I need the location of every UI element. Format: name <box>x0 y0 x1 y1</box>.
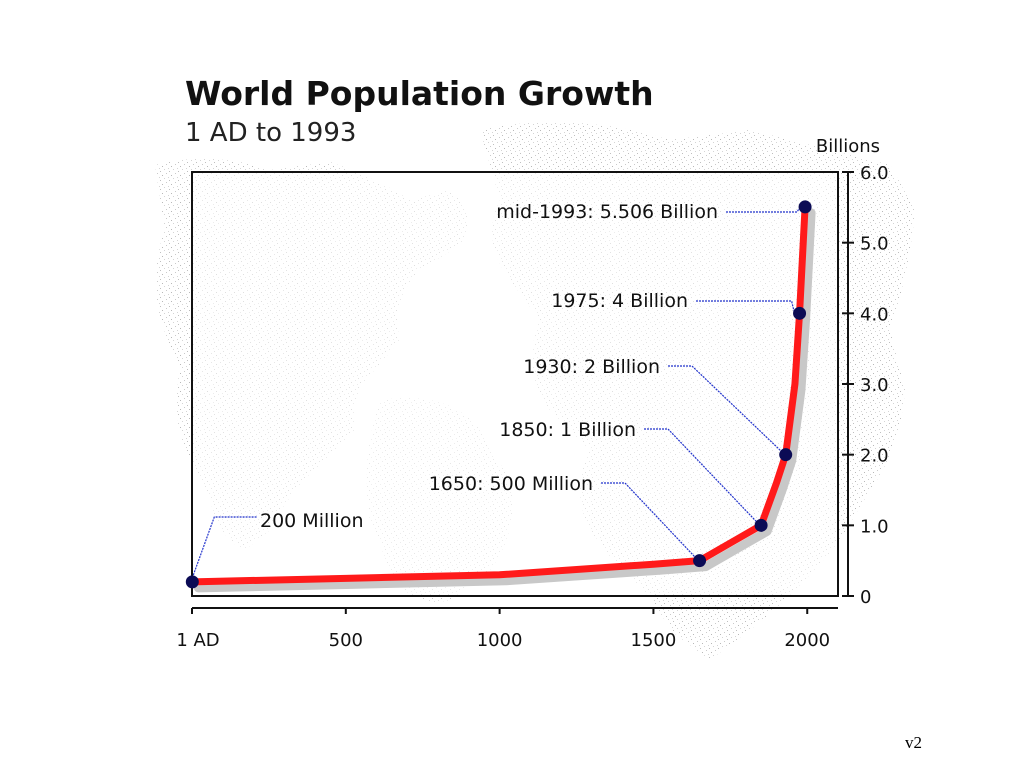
y-tick-label: 5.0 <box>860 234 889 255</box>
annotation-label: mid-1993: 5.506 Billion <box>496 201 718 223</box>
plot-frame <box>191 171 839 597</box>
x-tick-label: 500 <box>329 630 363 651</box>
chart-figure: World Population Growth 1 AD to 1993 200… <box>150 70 920 670</box>
data-point-marker <box>185 575 199 589</box>
y-tick-label: 0 <box>860 587 871 608</box>
series-shadow <box>193 208 816 593</box>
chart-subtitle: 1 AD to 1993 <box>185 118 357 148</box>
data-point-marker <box>693 554 707 568</box>
annotation-leader <box>696 300 796 314</box>
annotation-label: 1650: 500 Million <box>429 473 593 495</box>
annotation-leader <box>668 365 783 453</box>
y-tick-label: 2.0 <box>860 446 889 467</box>
y-tick-label: 3.0 <box>860 375 889 396</box>
data-point-marker <box>798 200 812 214</box>
x-tick-label: 1 AD <box>176 630 219 651</box>
annotation-leader <box>644 428 758 523</box>
y-tick-label: 1.0 <box>860 516 889 537</box>
chart-title: World Population Growth <box>185 74 654 113</box>
version-label: v2 <box>905 733 922 752</box>
annotation-label: 1975: 4 Billion <box>551 290 688 312</box>
x-tick-label: 2000 <box>784 630 830 651</box>
y-axis-label: Billions <box>816 136 880 157</box>
y-tick-label: 6.0 <box>860 163 889 184</box>
data-point-marker <box>793 306 807 320</box>
annotation-leader <box>191 516 257 579</box>
data-point-marker <box>754 518 768 532</box>
series-line <box>188 203 809 586</box>
x-tick-label: 1500 <box>631 630 677 651</box>
y-tick-label: 4.0 <box>860 304 889 325</box>
x-tick-label: 1000 <box>477 630 523 651</box>
annotation-label: 1850: 1 Billion <box>499 419 636 441</box>
chart-svg: 200 Million 1650: 500 Million 1850: 1 Bill… <box>155 122 915 660</box>
annotation-leader <box>601 482 697 559</box>
data-point-marker <box>779 448 793 462</box>
annotation-label: 1930: 2 Billion <box>523 356 660 378</box>
annotation-label: 200 Million <box>260 510 363 532</box>
